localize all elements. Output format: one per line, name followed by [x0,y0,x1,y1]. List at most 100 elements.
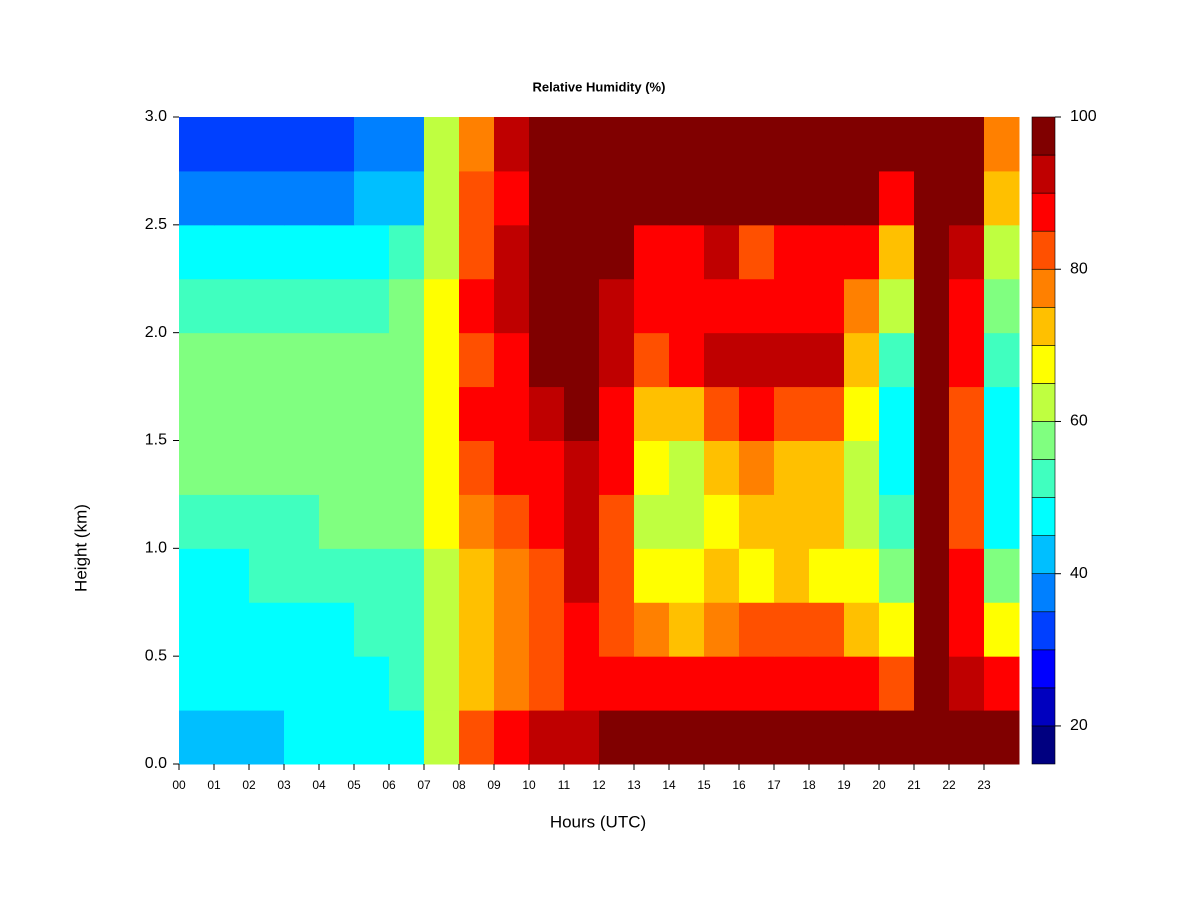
heat-cell [214,386,250,441]
heat-cell [354,602,390,657]
colorbar-band [1031,116,1056,156]
colorbar-band [1031,268,1056,308]
heat-cell [459,602,495,657]
heat-cell [984,278,1020,334]
heat-cell [319,710,355,765]
heat-cell [879,386,915,441]
x-tick-label: 04 [312,778,326,792]
x-tick-label: 18 [802,778,816,792]
heat-cell [949,117,985,172]
heat-cell [879,278,915,334]
heat-cell [284,224,320,280]
heat-cell [494,117,530,172]
heat-cell [844,710,880,765]
heat-cell [564,224,600,280]
heat-cell [459,117,495,172]
heat-cell [529,386,565,441]
heat-cell [599,117,635,172]
heat-cell [389,602,425,657]
heat-cell [879,656,915,711]
heat-cell [739,656,775,711]
colorbar-band [1031,230,1056,270]
heat-cell [424,278,460,334]
heat-cell [739,440,775,495]
heat-cell [284,656,320,711]
heat-cell [634,278,670,334]
heat-cell [739,710,775,765]
heat-cell [529,656,565,711]
heat-cell [284,332,320,388]
heat-cell [214,602,250,657]
colorbar-band [1031,306,1056,346]
heat-cell [809,440,845,495]
heat-cell [529,332,565,388]
heat-cell [704,494,740,549]
heat-cell [214,548,250,603]
heat-cell [669,494,705,549]
heat-cell [844,656,880,711]
heat-cell [634,710,670,765]
heat-cell [179,710,215,765]
y-tick-label: 1.5 [145,432,167,449]
y-tick-label: 0.5 [145,647,167,664]
heat-cell [914,386,950,441]
heat-cell [704,332,740,388]
x-tick-label: 08 [452,778,466,792]
heat-cell [284,440,320,495]
heat-cell [249,170,285,226]
colorbar-band [1031,687,1056,727]
y-tick-label: 3.0 [145,108,167,125]
heat-cell [319,332,355,388]
heat-cell [494,170,530,226]
colorbar-band [1031,421,1056,460]
heat-cell [459,170,495,226]
heat-cell [669,440,705,495]
heat-cell [459,494,495,549]
heat-cell [459,224,495,280]
heat-cell [669,117,705,172]
heat-cell [214,332,250,388]
heat-cell [494,224,530,280]
heat-cell [879,117,915,172]
heat-cell [914,117,950,172]
heat-cell [914,332,950,388]
heat-cell [984,332,1020,388]
heat-cell [844,224,880,280]
x-tick-label: 11 [558,778,571,792]
heat-cell [844,386,880,441]
heat-cell [809,170,845,226]
colorbar-band [1031,459,1056,498]
heat-cell [984,224,1020,280]
heat-cell [564,440,600,495]
heat-cell [529,710,565,765]
colorbar-band [1031,383,1056,422]
heat-cell [319,656,355,711]
heat-cell [774,224,810,280]
heat-cell [424,224,460,280]
heat-cell [634,117,670,172]
heat-cell [564,548,600,603]
heat-cell [494,548,530,603]
heat-cell [389,117,425,172]
heat-cell [354,656,390,711]
heat-cell [669,170,705,226]
x-tick-label: 23 [977,778,991,792]
colorbar-tick-label: 40 [1070,565,1088,582]
heat-cell [424,710,460,765]
heat-cell [354,548,390,603]
heat-cell [844,332,880,388]
heat-cell [564,656,600,711]
heat-cell [739,494,775,549]
heat-cell [844,170,880,226]
heat-cell [249,440,285,495]
heat-cell [809,117,845,172]
heat-cell [599,656,635,711]
heat-cell [494,494,530,549]
heat-cell [774,602,810,657]
heat-cell [389,656,425,711]
heat-cell [389,332,425,388]
x-tick-label: 19 [837,778,851,792]
heat-cell [389,278,425,334]
x-tick-label: 10 [522,778,536,792]
